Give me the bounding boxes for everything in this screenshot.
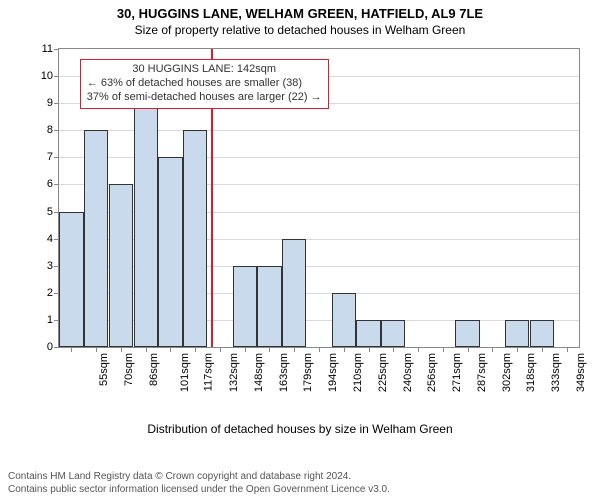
x-tick-mark bbox=[418, 347, 419, 352]
x-tick-label: 240sqm bbox=[402, 353, 414, 392]
x-tick-label: 302sqm bbox=[501, 353, 513, 392]
x-tick-mark bbox=[344, 347, 345, 352]
x-tick-label: 225sqm bbox=[377, 353, 389, 392]
y-tick-mark bbox=[54, 130, 59, 131]
x-tick-mark bbox=[170, 347, 171, 352]
x-tick-mark bbox=[443, 347, 444, 352]
x-tick-label: 210sqm bbox=[352, 353, 364, 392]
x-tick-label: 148sqm bbox=[253, 353, 265, 392]
x-tick-mark bbox=[492, 347, 493, 352]
histogram-bar bbox=[381, 320, 405, 347]
x-tick-label: 70sqm bbox=[123, 353, 135, 386]
histogram-bar bbox=[109, 184, 133, 347]
x-tick-mark bbox=[121, 347, 122, 352]
y-tick-mark bbox=[54, 76, 59, 77]
x-tick-mark bbox=[517, 347, 518, 352]
x-tick-label: 287sqm bbox=[476, 353, 488, 392]
x-tick-label: 333sqm bbox=[550, 353, 562, 392]
annotation-line: 30 HUGGINS LANE: 142sqm bbox=[87, 63, 322, 77]
x-tick-mark bbox=[319, 347, 320, 352]
x-tick-mark bbox=[220, 347, 221, 352]
histogram-bar bbox=[59, 212, 83, 347]
x-tick-label: 101sqm bbox=[179, 353, 191, 392]
x-tick-mark bbox=[294, 347, 295, 352]
x-tick-mark bbox=[146, 347, 147, 352]
footer-attribution: Contains HM Land Registry data © Crown c… bbox=[8, 471, 390, 496]
x-tick-label: 318sqm bbox=[525, 353, 537, 392]
histogram-bar bbox=[356, 320, 380, 347]
chart-title-line1: 30, HUGGINS LANE, WELHAM GREEN, HATFIELD… bbox=[0, 0, 600, 21]
histogram-bar bbox=[505, 320, 529, 347]
histogram-bar bbox=[183, 130, 207, 347]
x-tick-mark bbox=[542, 347, 543, 352]
histogram-bar bbox=[455, 320, 479, 347]
x-tick-label: 55sqm bbox=[98, 353, 110, 386]
y-tick-mark bbox=[54, 103, 59, 104]
x-axis-label: Distribution of detached houses by size … bbox=[0, 422, 600, 436]
x-tick-label: 349sqm bbox=[575, 353, 587, 392]
x-tick-mark bbox=[393, 347, 394, 352]
x-tick-mark bbox=[468, 347, 469, 352]
x-tick-label: 86sqm bbox=[148, 353, 160, 386]
x-tick-label: 271sqm bbox=[451, 353, 463, 392]
x-tick-label: 117sqm bbox=[203, 353, 215, 391]
footer-line: Contains public sector information licen… bbox=[8, 484, 390, 497]
x-tick-mark bbox=[369, 347, 370, 352]
chart-title-line2: Size of property relative to detached ho… bbox=[0, 21, 600, 37]
annotation-line: 37% of semi-detached houses are larger (… bbox=[87, 91, 322, 105]
y-tick-mark bbox=[54, 49, 59, 50]
x-tick-mark bbox=[71, 347, 72, 352]
chart-container: Number of detached properties 0123456789… bbox=[0, 44, 600, 440]
x-tick-mark bbox=[269, 347, 270, 352]
x-tick-mark bbox=[96, 347, 97, 352]
y-tick-mark bbox=[54, 184, 59, 185]
y-tick-mark bbox=[54, 347, 59, 348]
x-tick-label: 194sqm bbox=[327, 353, 339, 392]
y-tick-mark bbox=[54, 157, 59, 158]
x-tick-mark bbox=[567, 347, 568, 352]
histogram-bar bbox=[530, 320, 554, 347]
histogram-bar bbox=[84, 130, 108, 347]
footer-line: Contains HM Land Registry data © Crown c… bbox=[8, 471, 390, 484]
annotation-line: ← 63% of detached houses are smaller (38… bbox=[87, 77, 322, 91]
x-tick-mark bbox=[195, 347, 196, 352]
plot-area: 0123456789101155sqm70sqm86sqm101sqm117sq… bbox=[58, 48, 580, 348]
histogram-bar bbox=[134, 103, 158, 347]
x-tick-mark bbox=[245, 347, 246, 352]
x-tick-label: 179sqm bbox=[303, 353, 315, 392]
x-tick-label: 256sqm bbox=[426, 353, 438, 392]
x-tick-label: 132sqm bbox=[228, 353, 240, 392]
annotation-box: 30 HUGGINS LANE: 142sqm← 63% of detached… bbox=[80, 59, 329, 108]
histogram-bar bbox=[233, 266, 257, 347]
histogram-bar bbox=[282, 239, 306, 347]
histogram-bar bbox=[332, 293, 356, 347]
histogram-bar bbox=[257, 266, 281, 347]
x-tick-label: 163sqm bbox=[278, 353, 290, 392]
histogram-bar bbox=[158, 157, 182, 347]
